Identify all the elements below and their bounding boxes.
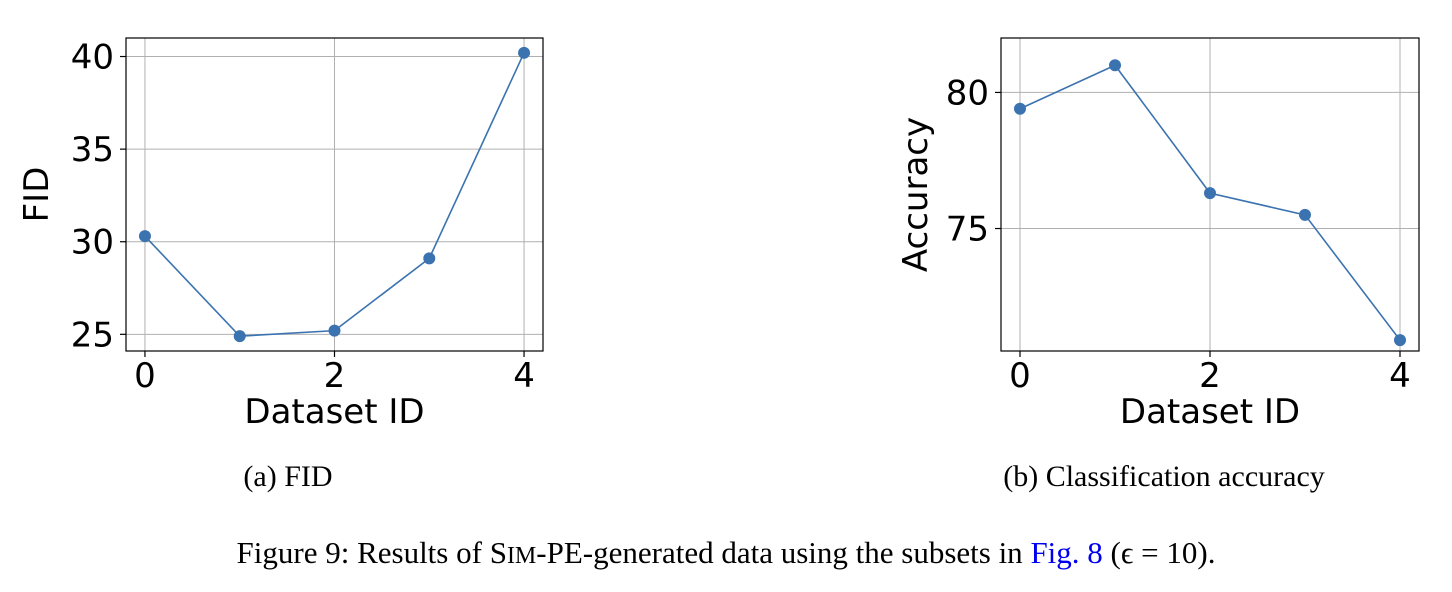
chart1-data-point — [233, 330, 246, 343]
subcaption-b: (b) Classification accuracy — [1003, 460, 1325, 493]
chart1-y-axis-label: FID — [17, 167, 57, 223]
caption-method-first: S — [490, 535, 507, 570]
chart1-x-axis-label: Dataset ID — [244, 392, 424, 432]
chart1-data-point — [328, 324, 341, 337]
chart1-x-tick-label: 2 — [324, 356, 346, 396]
chart2-data-point — [1109, 59, 1121, 72]
chart2-x-tick-label: 0 — [1009, 356, 1031, 396]
chart2-data-point — [1014, 102, 1026, 115]
chart2-y-tick-label: 75 — [946, 210, 989, 250]
chart2-data-point — [1394, 334, 1406, 347]
chart1-data-point — [423, 252, 436, 265]
chart1-y-tick-label: 40 — [71, 38, 114, 78]
chart2-data-point — [1204, 187, 1216, 200]
accuracy-chart: 0 2 4 75 80 Dataset ID Accuracy — [896, 37, 1420, 432]
caption-suffix: (ϵ = 10). — [1103, 535, 1216, 570]
figure-caption: Figure 9: Results of SIM-PE-generated da… — [237, 535, 1216, 570]
chart1-data-point — [518, 46, 531, 59]
chart2-y-axis-label: Accuracy — [896, 117, 936, 272]
chart1-data-point — [138, 230, 151, 243]
chart1-y-tick-label: 35 — [71, 130, 114, 170]
chart1-y-tick-label: 30 — [71, 223, 114, 263]
fid-chart: 0 2 4 25 30 35 40 Dataset ID FID — [17, 37, 544, 432]
chart1-x-tick-label: 4 — [513, 356, 535, 396]
caption-method-rest: -PE-generated data using the subsets in — [536, 535, 1030, 570]
chart2-y-tick-label: 80 — [946, 73, 989, 113]
subcaption-a: (a) FID — [243, 460, 332, 493]
chart2-x-tick-label: 4 — [1389, 356, 1411, 396]
chart1-x-tick-label: 0 — [134, 356, 156, 396]
chart2-x-axis-label: Dataset ID — [1120, 392, 1300, 432]
chart2-x-tick-label: 2 — [1199, 356, 1221, 396]
chart2-data-point — [1299, 208, 1311, 221]
figure-link[interactable]: Fig. 8 — [1030, 535, 1102, 570]
chart1-y-tick-label: 25 — [71, 315, 114, 355]
caption-method-smallcaps: IM — [507, 543, 536, 569]
caption-prefix: Figure 9: Results of — [237, 535, 490, 570]
